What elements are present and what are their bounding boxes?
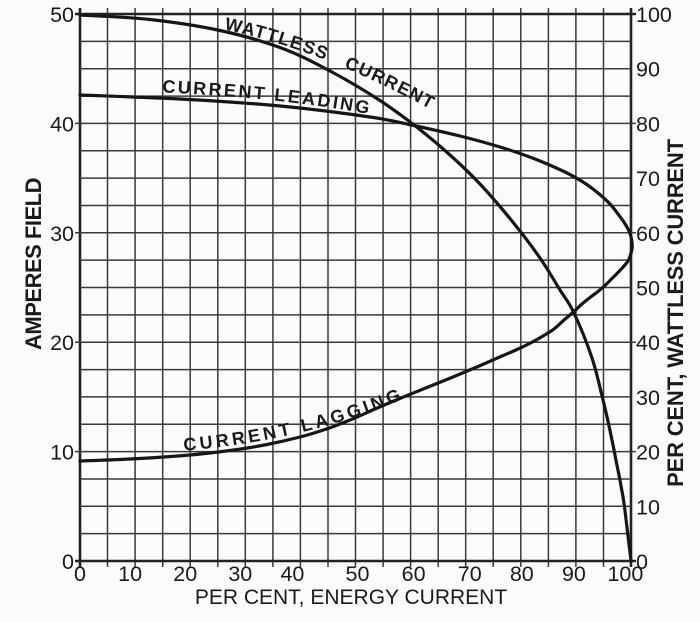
svg-text:40: 40: [280, 562, 304, 586]
svg-text:0: 0: [74, 562, 86, 586]
svg-text:30: 30: [636, 386, 660, 410]
svg-text:50: 50: [346, 562, 370, 586]
svg-text:100: 100: [607, 562, 643, 586]
svg-text:70: 70: [458, 562, 482, 586]
svg-text:20: 20: [173, 562, 197, 586]
svg-text:10: 10: [636, 495, 660, 519]
svg-text:80: 80: [510, 562, 534, 586]
svg-text:70: 70: [636, 167, 660, 191]
svg-text:100: 100: [636, 3, 672, 27]
svg-text:PER CENT, WATTLESS CURRENT: PER CENT, WATTLESS CURRENT: [663, 138, 688, 486]
svg-text:60: 60: [636, 222, 660, 246]
svg-text:0: 0: [636, 550, 648, 574]
svg-text:60: 60: [402, 562, 426, 586]
svg-text:10: 10: [50, 441, 74, 465]
svg-text:50: 50: [50, 3, 74, 27]
svg-text:10: 10: [118, 562, 142, 586]
svg-text:40: 40: [636, 331, 660, 355]
svg-text:30: 30: [228, 562, 252, 586]
svg-text:40: 40: [50, 112, 74, 136]
svg-text:AMPERES FIELD: AMPERES FIELD: [21, 178, 46, 350]
svg-text:90: 90: [562, 562, 586, 586]
svg-text:30: 30: [50, 222, 74, 246]
svg-text:80: 80: [636, 112, 660, 136]
svg-text:50: 50: [636, 277, 660, 301]
svg-text:0: 0: [62, 550, 74, 574]
svg-text:90: 90: [636, 58, 660, 82]
svg-text:PER CENT, ENERGY CURRENT: PER CENT, ENERGY CURRENT: [195, 586, 507, 609]
svg-text:20: 20: [636, 441, 660, 465]
svg-text:20: 20: [50, 331, 74, 355]
